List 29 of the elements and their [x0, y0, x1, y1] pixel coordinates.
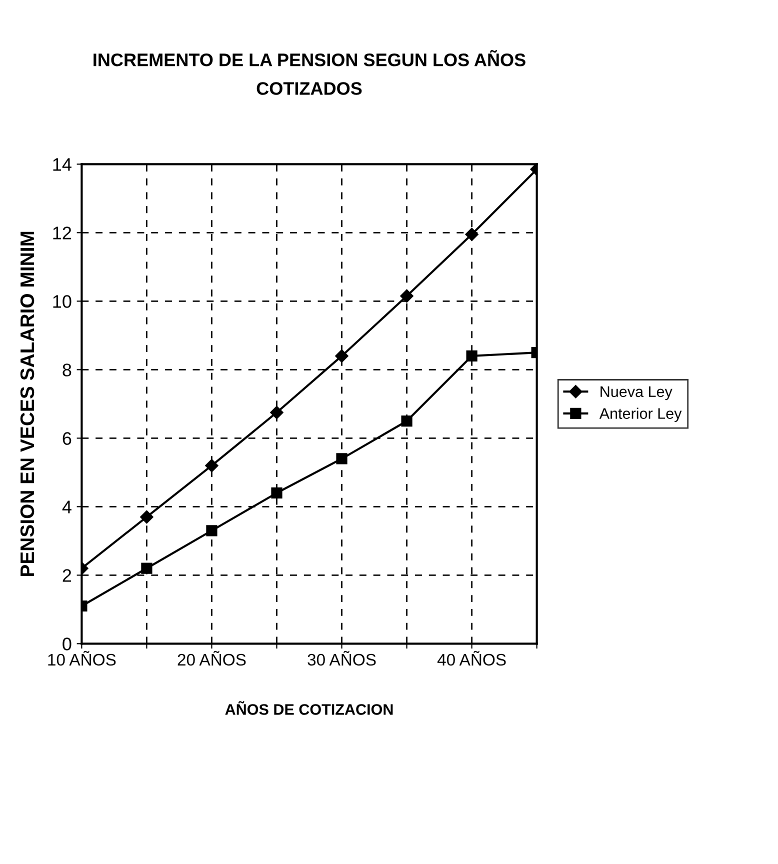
y-tick-label: 6	[62, 432, 72, 445]
legend-label: Nueva Ley	[600, 386, 672, 400]
point	[335, 349, 348, 363]
y-tick-label: 14	[53, 158, 72, 171]
point	[466, 350, 478, 362]
point	[400, 289, 414, 303]
chart-title: INCREMENTO DE LA PENSION SEGUN LOS AÑOS COTIZADOS	[94, 50, 526, 95]
x-tick-label: 20 AÑOS	[178, 650, 246, 666]
point	[336, 453, 348, 464]
y-axis-title: PENSION EN VECES SALARIO MINIM	[20, 232, 34, 576]
legend-label: Anterior Ley	[599, 408, 682, 422]
point	[206, 525, 218, 536]
y-tick-label: 2	[62, 569, 72, 582]
y-tick-label: 12	[53, 226, 72, 240]
point	[205, 458, 218, 472]
x-tick-label: 30 AÑOS	[308, 650, 376, 666]
point	[401, 415, 412, 427]
x-tick-label: 40 AÑOS	[437, 650, 506, 666]
y-tick-label: 0	[62, 638, 72, 650]
x-axis-title: AÑOS DE COTIZACION	[225, 701, 393, 715]
point	[140, 510, 154, 524]
point	[270, 406, 284, 420]
point	[271, 487, 282, 499]
x-tick-label: 10 AÑOS	[48, 650, 116, 666]
point	[465, 228, 478, 241]
y-tick-label: 10	[53, 295, 72, 308]
y-tick-label: 4	[62, 500, 72, 514]
point	[141, 562, 152, 574]
y-tick-label: 8	[62, 364, 72, 376]
